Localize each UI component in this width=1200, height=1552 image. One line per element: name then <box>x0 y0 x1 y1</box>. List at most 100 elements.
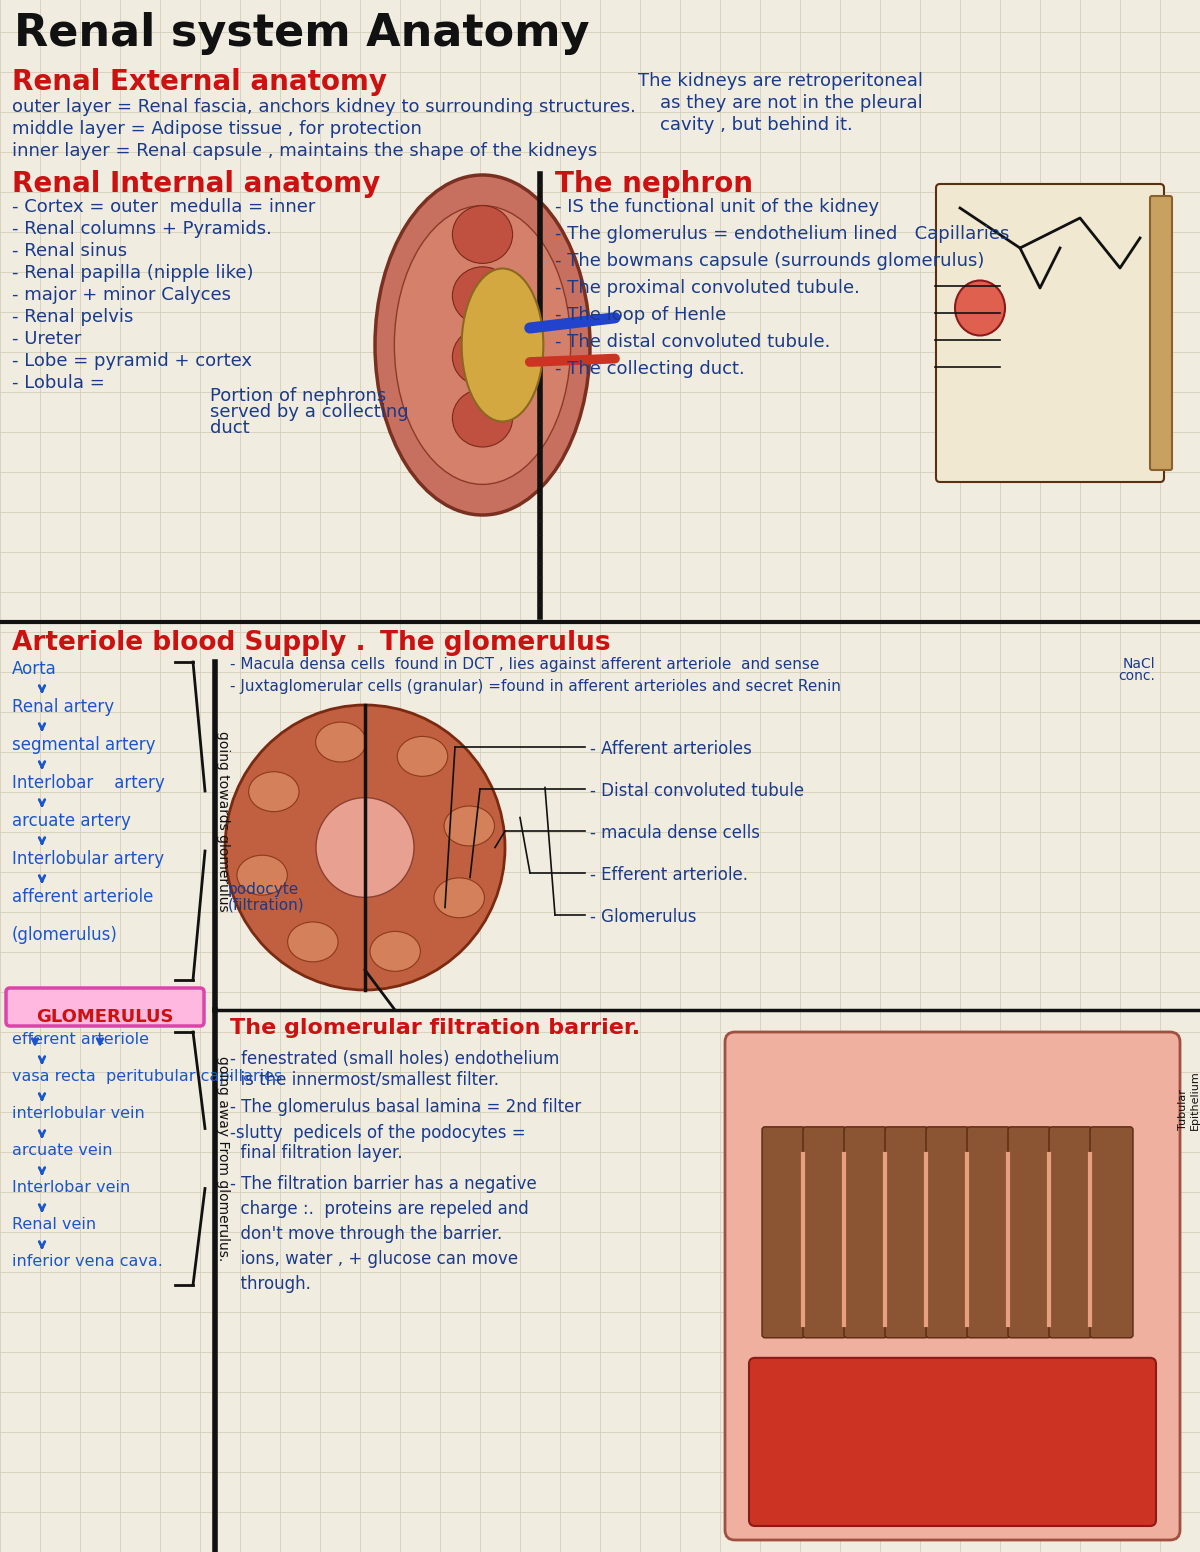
Text: - The filtration barrier has a negative: - The filtration barrier has a negative <box>230 1175 536 1193</box>
Text: - Cortex = outer  medulla = inner: - Cortex = outer medulla = inner <box>12 199 316 216</box>
Ellipse shape <box>236 855 287 896</box>
Text: Aorta: Aorta <box>12 660 56 678</box>
Text: through.: through. <box>230 1276 311 1293</box>
Ellipse shape <box>316 798 414 897</box>
Text: as they are not in the pleural: as they are not in the pleural <box>660 95 923 112</box>
Text: served by a collecting: served by a collecting <box>210 404 409 421</box>
Text: don't move through the barrier.: don't move through the barrier. <box>230 1225 503 1243</box>
Text: - The glomerulus = endothelium lined   Capillaries: - The glomerulus = endothelium lined Cap… <box>554 225 1009 244</box>
Text: The glomerulus: The glomerulus <box>380 630 611 656</box>
Ellipse shape <box>452 205 512 264</box>
Ellipse shape <box>452 267 512 324</box>
Text: final filtration layer.: final filtration layer. <box>230 1144 403 1162</box>
Text: Tubular
Epithelium: Tubular Epithelium <box>1178 1071 1200 1130</box>
Text: - Afferent arterioles: - Afferent arterioles <box>590 740 752 757</box>
Text: Renal External anatomy: Renal External anatomy <box>12 68 386 96</box>
Text: Interlobar vein: Interlobar vein <box>12 1180 131 1195</box>
Text: The glomerular filtration barrier.: The glomerular filtration barrier. <box>230 1018 640 1038</box>
Text: Interlobular artery: Interlobular artery <box>12 850 164 868</box>
Text: interlobular vein: interlobular vein <box>12 1107 145 1121</box>
Text: - The distal convoluted tubule.: - The distal convoluted tubule. <box>554 334 830 351</box>
Text: Renal system Anatomy: Renal system Anatomy <box>14 12 589 54</box>
Text: arcuate artery: arcuate artery <box>12 812 131 830</box>
Text: cavity , but behind it.: cavity , but behind it. <box>660 116 853 133</box>
Text: -slutty  pedicels of the podocytes =: -slutty pedicels of the podocytes = <box>230 1124 526 1142</box>
FancyBboxPatch shape <box>936 185 1164 483</box>
Text: - Renal papilla (nipple like): - Renal papilla (nipple like) <box>12 264 253 282</box>
FancyBboxPatch shape <box>1008 1127 1051 1338</box>
FancyBboxPatch shape <box>725 1032 1180 1540</box>
Text: - Juxtaglomerular cells (granular) =found in afferent arterioles and secret Reni: - Juxtaglomerular cells (granular) =foun… <box>230 680 841 694</box>
Ellipse shape <box>226 705 505 990</box>
FancyBboxPatch shape <box>967 1127 1010 1338</box>
Ellipse shape <box>288 922 338 962</box>
Text: - IS the functional unit of the kidney: - IS the functional unit of the kidney <box>554 199 880 216</box>
FancyBboxPatch shape <box>6 989 204 1026</box>
FancyBboxPatch shape <box>762 1127 805 1338</box>
Ellipse shape <box>452 327 512 386</box>
Text: (filtration): (filtration) <box>228 897 305 913</box>
Ellipse shape <box>434 878 485 917</box>
FancyBboxPatch shape <box>926 1127 970 1338</box>
Text: NaCl: NaCl <box>1122 656 1154 670</box>
Text: Renal artery: Renal artery <box>12 698 114 715</box>
FancyBboxPatch shape <box>844 1127 887 1338</box>
Text: - Macula densa cells  found in DCT , lies against afferent arteriole  and sense: - Macula densa cells found in DCT , lies… <box>230 656 820 672</box>
Text: - Renal sinus: - Renal sinus <box>12 242 127 261</box>
Text: The kidneys are retroperitoneal: The kidneys are retroperitoneal <box>638 71 923 90</box>
Text: going towards glomerulus: going towards glomerulus <box>216 731 230 911</box>
Text: duct: duct <box>210 419 250 438</box>
Ellipse shape <box>374 175 590 515</box>
Text: - major + minor Calyces: - major + minor Calyces <box>12 286 230 304</box>
Text: Interlobar    artery: Interlobar artery <box>12 774 164 792</box>
Text: charge :.  proteins are repeled and: charge :. proteins are repeled and <box>230 1200 529 1218</box>
Text: - Lobula =: - Lobula = <box>12 374 104 393</box>
Ellipse shape <box>248 771 299 812</box>
Text: ions, water , + glucose can move: ions, water , + glucose can move <box>230 1249 518 1268</box>
Ellipse shape <box>955 281 1006 335</box>
FancyBboxPatch shape <box>886 1127 928 1338</box>
Text: arcuate vein: arcuate vein <box>12 1142 113 1158</box>
Text: - macula dense cells: - macula dense cells <box>590 824 760 843</box>
Ellipse shape <box>395 205 571 484</box>
Text: - Lobe = pyramid + cortex: - Lobe = pyramid + cortex <box>12 352 252 369</box>
Text: - The loop of Henle: - The loop of Henle <box>554 306 726 324</box>
Text: conc.: conc. <box>1118 669 1154 683</box>
Text: going away From glomerulus.: going away From glomerulus. <box>216 1055 230 1262</box>
FancyBboxPatch shape <box>1150 196 1172 470</box>
Text: outer layer = Renal fascia, anchors kidney to surrounding structures.: outer layer = Renal fascia, anchors kidn… <box>12 98 636 116</box>
Text: - fenestrated (small holes) endothelium: - fenestrated (small holes) endothelium <box>230 1051 559 1068</box>
FancyBboxPatch shape <box>1090 1127 1133 1338</box>
Text: inner layer = Renal capsule , maintains the shape of the kidneys: inner layer = Renal capsule , maintains … <box>12 141 598 160</box>
Text: - Efferent arteriole.: - Efferent arteriole. <box>590 866 748 885</box>
Text: efferent arteriole: efferent arteriole <box>12 1032 149 1048</box>
Text: - Renal columns + Pyramids.: - Renal columns + Pyramids. <box>12 220 272 237</box>
Text: GLOMERULUS: GLOMERULUS <box>36 1007 174 1026</box>
Text: vasa recta  peritubular capillaries: vasa recta peritubular capillaries <box>12 1069 282 1083</box>
Text: Renal Internal anatomy: Renal Internal anatomy <box>12 171 380 199</box>
Text: is the innermost/smallest filter.: is the innermost/smallest filter. <box>230 1069 499 1088</box>
Text: - The collecting duct.: - The collecting duct. <box>554 360 745 379</box>
Ellipse shape <box>397 736 448 776</box>
Text: Arteriole blood Supply .: Arteriole blood Supply . <box>12 630 366 656</box>
Ellipse shape <box>444 805 494 846</box>
FancyBboxPatch shape <box>749 1358 1156 1526</box>
Text: middle layer = Adipose tissue , for protection: middle layer = Adipose tissue , for prot… <box>12 120 422 138</box>
Text: - Distal convoluted tubule: - Distal convoluted tubule <box>590 782 804 799</box>
Text: Portion of nephrons: Portion of nephrons <box>210 386 386 405</box>
Text: - Glomerulus: - Glomerulus <box>590 908 696 927</box>
Text: (glomerulus): (glomerulus) <box>12 927 118 944</box>
Text: - Renal pelvis: - Renal pelvis <box>12 307 133 326</box>
Text: Renal vein: Renal vein <box>12 1217 96 1232</box>
Text: - The glomerulus basal lamina = 2nd filter: - The glomerulus basal lamina = 2nd filt… <box>230 1097 581 1116</box>
Ellipse shape <box>370 931 420 972</box>
FancyBboxPatch shape <box>1049 1127 1092 1338</box>
Text: The nephron: The nephron <box>554 171 754 199</box>
Ellipse shape <box>452 390 512 447</box>
Ellipse shape <box>316 722 366 762</box>
Ellipse shape <box>462 268 544 422</box>
FancyBboxPatch shape <box>803 1127 846 1338</box>
Text: afferent arteriole: afferent arteriole <box>12 888 154 906</box>
Text: - The bowmans capsule (surrounds glomerulus): - The bowmans capsule (surrounds glomeru… <box>554 251 984 270</box>
Text: - The proximal convoluted tubule.: - The proximal convoluted tubule. <box>554 279 860 296</box>
